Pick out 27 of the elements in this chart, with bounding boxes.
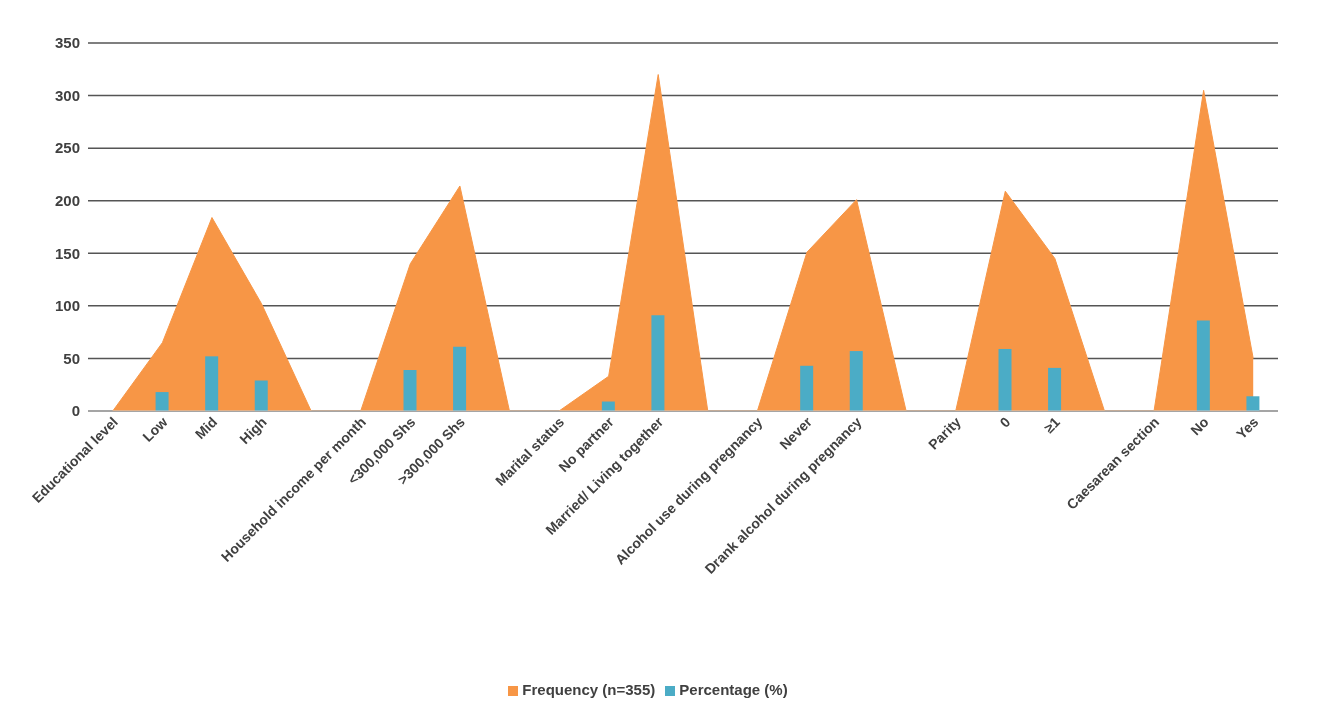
bar xyxy=(1048,367,1062,411)
y-tick-label: 350 xyxy=(54,34,80,52)
x-tick-label: 0 xyxy=(996,413,1014,431)
y-tick-label: 200 xyxy=(54,192,80,210)
bar xyxy=(453,346,467,411)
bar xyxy=(998,348,1012,411)
bar xyxy=(155,392,169,411)
legend-label: Percentage (%) xyxy=(679,681,788,698)
y-tick-label: 50 xyxy=(63,349,80,367)
y-tick-label: 150 xyxy=(54,244,80,262)
x-tick-label: No xyxy=(1187,413,1212,439)
bar xyxy=(1196,320,1210,411)
x-tick-label: ≥1 xyxy=(1040,413,1064,437)
y-tick-label: 0 xyxy=(71,402,80,420)
bar xyxy=(403,369,417,411)
bar xyxy=(849,351,863,411)
bar xyxy=(651,315,665,411)
bar xyxy=(205,356,219,411)
bar xyxy=(800,365,814,411)
legend-label: Frequency (n=355) xyxy=(522,681,656,698)
y-tick-label: 250 xyxy=(54,139,80,157)
y-tick-label: 100 xyxy=(54,297,80,315)
bar xyxy=(1246,396,1260,411)
bar xyxy=(254,380,268,411)
x-tick-label: Mid xyxy=(191,413,221,443)
x-tick-label: Yes xyxy=(1232,413,1262,443)
y-tick-label: 300 xyxy=(54,86,80,104)
